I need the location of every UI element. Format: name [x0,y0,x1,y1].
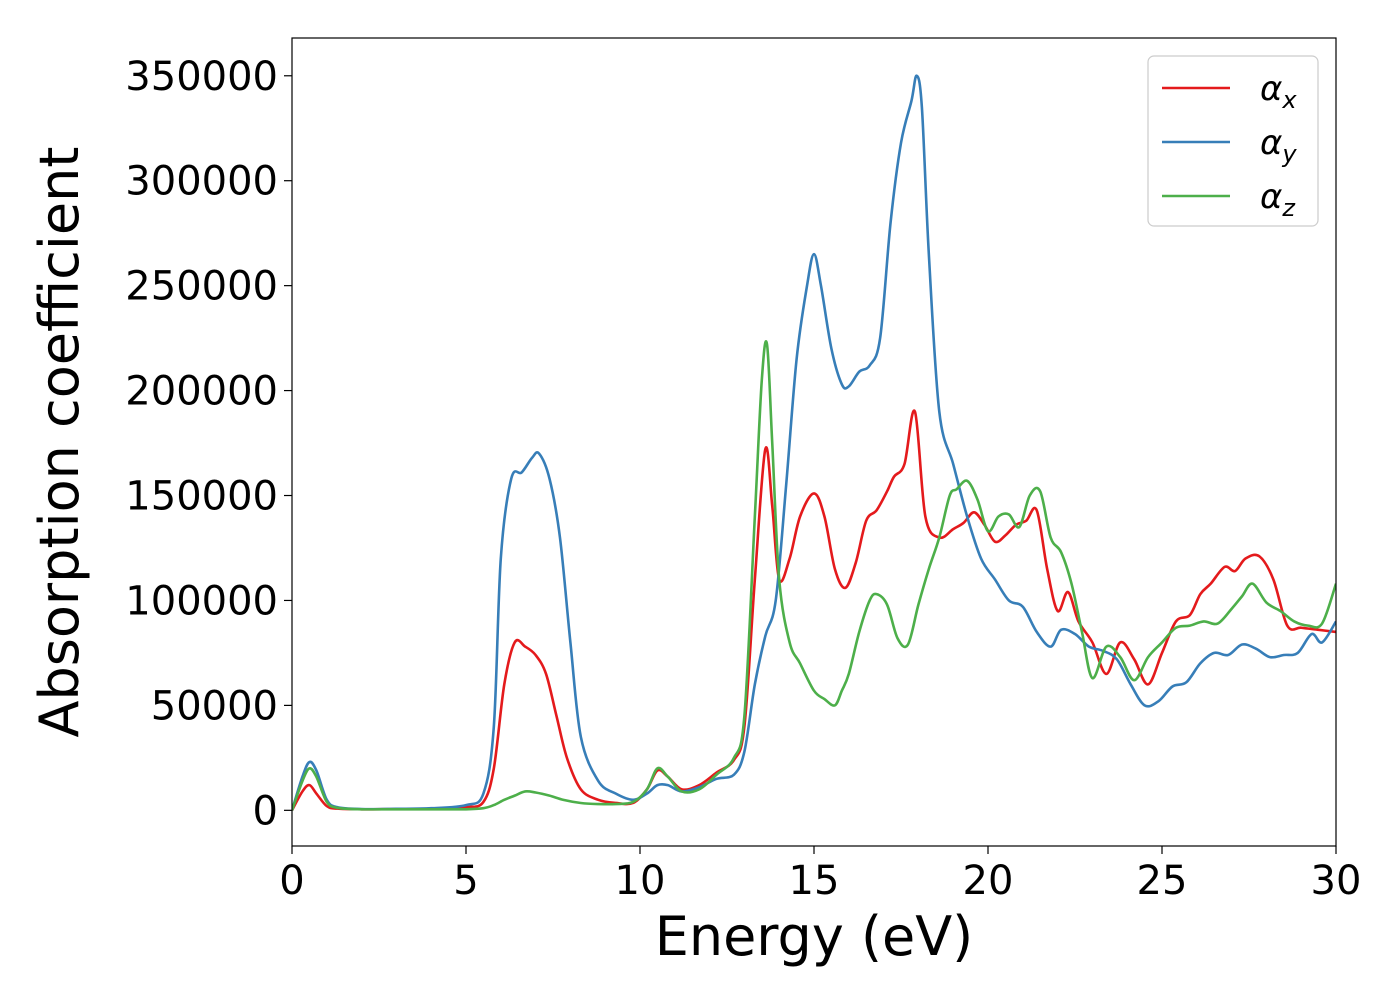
x-tick-label: 5 [453,858,478,904]
y-tick-label: 350000 [125,54,278,100]
series-line-x [292,409,1336,811]
x-tick-label: 25 [1137,858,1188,904]
y-axis-label: Absorption coefficient [28,147,91,738]
series-line-z [292,340,1336,811]
y-tick-label: 100000 [125,578,278,624]
y-tick-label: 150000 [125,474,278,520]
y-tick-label: 0 [253,788,278,834]
series-layer [292,74,1336,811]
x-axis-ticks: 0 5 10 15 20 25 30 [279,846,1361,904]
x-tick-label: 0 [279,858,304,904]
y-tick-label: 300000 [125,159,278,205]
y-tick-label: 250000 [125,264,278,310]
y-axis-ticks: 0 50000 100000 150000 200000 250000 300000 3500… [125,54,292,834]
series-line-y [292,74,1336,811]
x-tick-label: 15 [789,858,840,904]
legend-box [1147,55,1319,227]
x-tick-label: 30 [1311,858,1362,904]
x-tick-label: 10 [615,858,666,904]
x-tick-label: 20 [963,858,1014,904]
y-tick-label: 50000 [151,683,278,729]
x-axis-label: Energy (eV) [655,905,974,968]
y-tick-label: 200000 [125,369,278,415]
